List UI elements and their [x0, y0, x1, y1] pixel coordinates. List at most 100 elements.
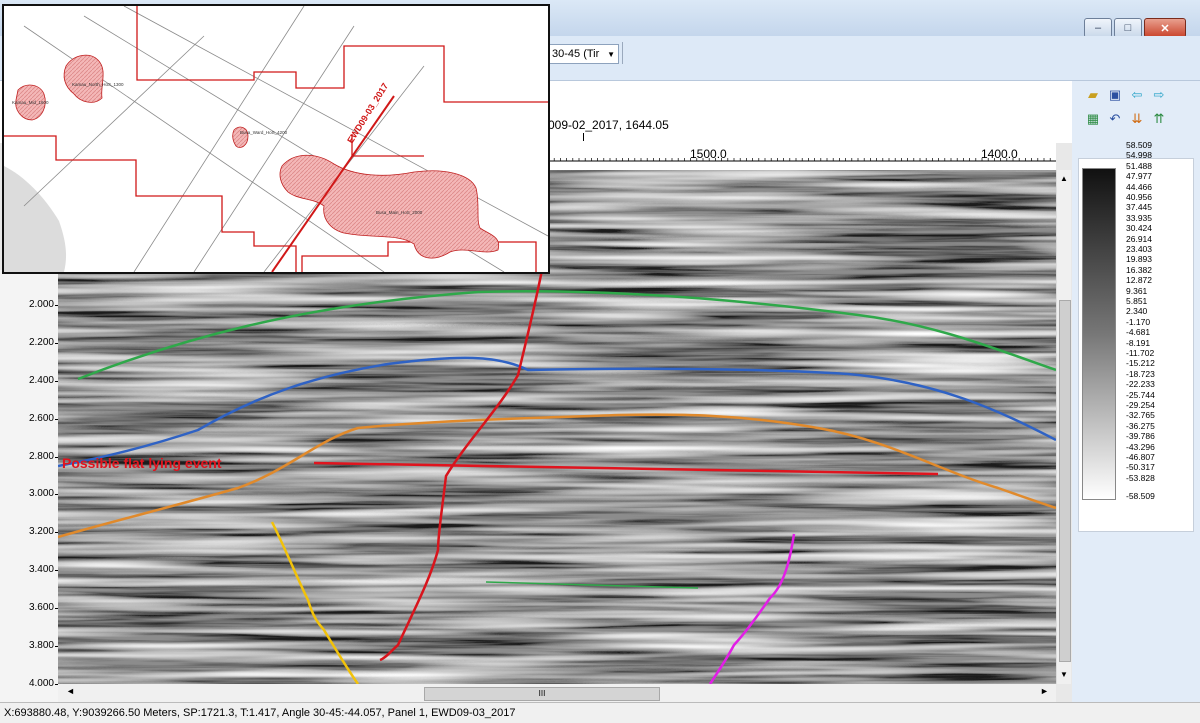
sort-down-icon[interactable]: ⇊ — [1131, 111, 1143, 126]
vertical-scrollbar[interactable]: ▲ ▼ — [1056, 170, 1071, 684]
colorbar-label: -53.828 — [1126, 472, 1155, 483]
arrow-right-icon[interactable]: ⇨ — [1153, 87, 1165, 102]
colorbar-label: 33.935 — [1126, 212, 1152, 223]
colorbar-label: -18.723 — [1126, 368, 1155, 379]
polygon-kamau-mid — [15, 84, 46, 121]
colorbar-label: 12.872 — [1126, 275, 1152, 286]
colorbar-label: -22.233 — [1126, 379, 1155, 390]
time-axis-tick — [55, 646, 58, 647]
horizon-blue — [57, 356, 1057, 468]
colorbar-label: 54.998 — [1126, 150, 1152, 161]
scroll-left-icon[interactable]: ◄ — [66, 686, 75, 696]
polygon-label-busa-main: Busa_Main_HoS_2000 — [376, 210, 423, 215]
colorbar-label: -43.296 — [1126, 441, 1155, 452]
shotpoint-ruler: 1500.0 1400.0 — [544, 143, 1056, 171]
icon-row-bottom: ▦ ↶ ⇊ ⇈ — [1084, 110, 1168, 128]
time-axis-label: 3.600 — [28, 602, 54, 613]
minimize-button[interactable]: – — [1084, 18, 1112, 38]
scroll-down-icon[interactable]: ▼ — [1060, 670, 1068, 679]
maximize-button[interactable]: □ — [1114, 18, 1142, 38]
polygon-label-kamau-north: Kamau_North_HoS_1300 — [72, 82, 124, 87]
time-axis-label: 2.800 — [28, 451, 54, 462]
colorbar-label: 44.466 — [1126, 181, 1152, 192]
scroll-up-icon[interactable]: ▲ — [1060, 174, 1068, 183]
fault-yellow — [270, 521, 360, 685]
colorbar-label: -29.254 — [1126, 400, 1155, 410]
colorbar-label: 40.956 — [1126, 192, 1152, 202]
horizontal-scroll-thumb[interactable]: III — [424, 687, 660, 701]
time-axis-label: 2.400 — [28, 375, 54, 386]
horizon-green — [77, 290, 1057, 381]
location-map: EWD09-03_2017 Kamau_North_HoS_1300 Kamau… — [4, 5, 549, 273]
time-axis-tick — [55, 343, 58, 344]
colorbar-label: -15.212 — [1126, 358, 1155, 369]
arrow-left-icon[interactable]: ⇦ — [1131, 87, 1143, 102]
flat-event-annotation: Possible flat lying event — [62, 455, 222, 471]
license-block-outline — [4, 6, 548, 272]
time-axis-label: 3.400 — [28, 564, 54, 575]
ocean-area — [4, 166, 67, 272]
save-icon[interactable]: ▣ — [1108, 87, 1122, 102]
horizontal-scrollbar[interactable]: ◄ III ► — [58, 684, 1056, 702]
time-axis-tick — [55, 305, 58, 306]
time-axis-label: 2.600 — [28, 413, 54, 424]
colorbar-label: -11.702 — [1126, 348, 1155, 358]
status-bar: X:693880.48, Y:9039266.50 Meters, SP:172… — [0, 702, 1200, 723]
window-controls: – □ ✕ — [1084, 18, 1186, 40]
time-axis-label: 3.000 — [28, 488, 54, 499]
close-button[interactable]: ✕ — [1144, 18, 1186, 38]
amplitude-colorbar — [1082, 168, 1116, 500]
time-axis: 2.000 2.200 2.400 2.600 2.800 3.000 3.200 3.400… — [0, 270, 58, 702]
colorbar-label: -4.681 — [1126, 327, 1151, 338]
flat-event-line — [313, 461, 939, 476]
ruler-ticks — [544, 158, 1056, 162]
line-info-tick — [583, 133, 584, 141]
colorbar-label: -36.275 — [1126, 420, 1155, 431]
polygon-label-busa-ward: Busa_Ward_HoS_4200 — [240, 130, 288, 135]
time-axis-tick — [55, 532, 58, 533]
colorbar-label: 2.340 — [1126, 306, 1148, 317]
horizon-orange — [57, 413, 1057, 539]
time-axis-label: 3.800 — [28, 640, 54, 651]
ruler-label-1400: 1400.0 — [981, 147, 1018, 161]
grid-icon[interactable]: ▦ — [1086, 111, 1100, 126]
time-axis-tick — [55, 608, 58, 609]
time-axis-tick — [55, 419, 58, 420]
colorbar-label: 37.445 — [1126, 202, 1152, 213]
angle-range-dropdown[interactable]: 30-45 (Tir ▼ — [548, 44, 619, 64]
colorbar-label: 30.424 — [1126, 223, 1152, 234]
polygon-label-kamau-mid: Kamau_Mid_1600 — [12, 100, 49, 105]
time-axis-tick — [55, 570, 58, 571]
colorbar-label: -1.170 — [1126, 316, 1151, 327]
seismic-line-ewd09 — [271, 95, 395, 273]
angle-range-value: 30-45 (Tir — [552, 48, 600, 60]
time-axis-label: 4.000 — [28, 678, 54, 689]
line-info-label: 009-02_2017, 1644.05 — [548, 118, 669, 132]
vertical-scroll-thumb[interactable] — [1059, 300, 1071, 662]
colorbar-label: 5.851 — [1126, 296, 1148, 306]
colorbar-label: -58.509 — [1126, 491, 1155, 501]
fault-red — [379, 269, 544, 662]
time-axis-label: 2.200 — [28, 337, 54, 348]
colorbar-label: -50.317 — [1126, 462, 1155, 473]
time-axis-label: 2.000 — [28, 299, 54, 310]
polygon-busa-main — [279, 154, 500, 259]
time-axis-tick — [55, 684, 58, 685]
colorbar-label: 16.382 — [1126, 264, 1152, 275]
colorbar-label: -46.807 — [1126, 452, 1155, 462]
sort-up-icon[interactable]: ⇈ — [1153, 111, 1165, 126]
colorbar-label: -25.744 — [1126, 389, 1155, 400]
colorbar-label: 9.361 — [1126, 285, 1148, 296]
horizon-green-segment — [485, 581, 699, 589]
scroll-right-icon[interactable]: ► — [1040, 686, 1049, 696]
undo-icon[interactable]: ↶ — [1109, 111, 1121, 126]
time-axis-tick — [55, 494, 58, 495]
fault-magenta — [708, 533, 796, 685]
colorbar-label: 23.403 — [1126, 244, 1152, 254]
colorbar-label: 26.914 — [1126, 233, 1152, 244]
colorbar-label: 47.977 — [1126, 171, 1152, 182]
open-folder-icon[interactable]: ▰ — [1088, 87, 1098, 102]
ruler-label-1500: 1500.0 — [690, 147, 727, 161]
colorbar-label: 58.509 — [1126, 140, 1152, 150]
colorbar-label: 19.893 — [1126, 254, 1152, 265]
